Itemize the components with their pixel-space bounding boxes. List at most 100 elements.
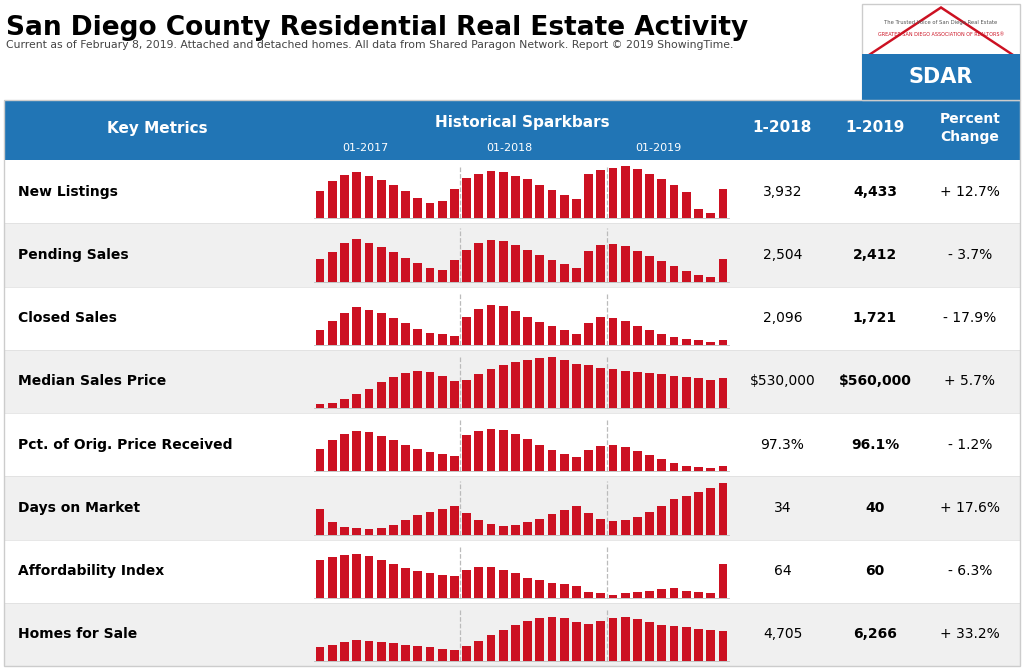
Bar [377, 528, 385, 535]
Bar [608, 445, 617, 471]
Bar [352, 308, 361, 345]
Bar [486, 240, 496, 281]
Bar [340, 434, 349, 471]
Bar [536, 322, 544, 345]
Text: SDAR: SDAR [909, 67, 973, 87]
Bar [572, 622, 581, 661]
Bar [621, 247, 630, 281]
Bar [474, 641, 483, 661]
Bar [499, 306, 508, 345]
Text: + 5.7%: + 5.7% [944, 375, 995, 389]
Bar [707, 277, 715, 281]
Bar [499, 172, 508, 218]
Text: Percent
Change: Percent Change [940, 113, 1000, 143]
Bar [426, 372, 434, 408]
Bar [438, 575, 446, 598]
Bar [682, 271, 690, 281]
Text: + 12.7%: + 12.7% [940, 185, 1000, 198]
Bar [694, 378, 702, 408]
Bar [572, 364, 581, 408]
Text: 3,932: 3,932 [763, 185, 802, 198]
Bar [401, 324, 410, 345]
Bar [621, 617, 630, 661]
Text: GREATER SAN DIEGO ASSOCIATION OF REALTORS®: GREATER SAN DIEGO ASSOCIATION OF REALTOR… [878, 32, 1005, 38]
Bar [4, 160, 1020, 223]
Bar [389, 318, 397, 345]
Text: 40: 40 [865, 501, 885, 515]
Bar [694, 208, 702, 218]
Bar [486, 567, 496, 598]
Text: + 17.6%: + 17.6% [940, 501, 1000, 515]
Bar [328, 252, 337, 281]
Bar [719, 259, 727, 281]
Bar [426, 203, 434, 218]
Bar [352, 528, 361, 535]
Bar [694, 592, 702, 598]
Bar [328, 321, 337, 345]
Bar [608, 594, 617, 598]
Bar [548, 326, 556, 345]
Bar [670, 337, 679, 345]
Bar [560, 330, 568, 345]
Bar [328, 645, 337, 661]
Bar [401, 257, 410, 281]
Bar [365, 641, 374, 661]
Bar [4, 100, 1020, 666]
Bar [438, 649, 446, 661]
Bar [608, 168, 617, 218]
Bar [596, 620, 605, 661]
Bar [682, 496, 690, 535]
Polygon shape [864, 6, 1018, 60]
Bar [536, 580, 544, 598]
Text: 4,705: 4,705 [763, 627, 802, 641]
Bar [670, 463, 679, 471]
Bar [474, 243, 483, 281]
Bar [414, 449, 422, 471]
Bar [340, 527, 349, 535]
Bar [536, 255, 544, 281]
Text: 01-2018: 01-2018 [486, 143, 532, 153]
Bar [414, 515, 422, 535]
Bar [474, 375, 483, 408]
Bar [523, 360, 532, 408]
Bar [340, 555, 349, 598]
Bar [585, 592, 593, 598]
Bar [707, 468, 715, 471]
Bar [438, 334, 446, 345]
Bar [548, 260, 556, 281]
Bar [523, 316, 532, 345]
Text: Affordability Index: Affordability Index [18, 564, 164, 578]
Bar [486, 524, 496, 535]
Bar [352, 394, 361, 408]
Text: Pending Sales: Pending Sales [18, 248, 129, 262]
Bar [4, 223, 1020, 287]
Bar [596, 368, 605, 408]
Bar [511, 176, 520, 218]
Bar [645, 174, 654, 218]
Text: 34: 34 [774, 501, 792, 515]
Bar [4, 287, 1020, 350]
Bar [340, 175, 349, 218]
Bar [621, 447, 630, 471]
Bar [414, 571, 422, 598]
Bar [511, 362, 520, 408]
Text: 1-2018: 1-2018 [753, 121, 812, 135]
Bar [328, 440, 337, 471]
Bar [462, 380, 471, 408]
Text: - 1.2%: - 1.2% [948, 438, 992, 452]
Bar [450, 260, 459, 281]
Bar [426, 333, 434, 345]
Bar [389, 643, 397, 661]
Bar [511, 245, 520, 281]
Bar [450, 189, 459, 218]
Bar [414, 646, 422, 661]
Bar [486, 429, 496, 471]
Bar [511, 525, 520, 535]
Bar [511, 625, 520, 661]
Text: 60: 60 [865, 564, 885, 578]
Bar [657, 334, 667, 345]
Bar [682, 627, 690, 661]
Text: Pct. of Orig. Price Received: Pct. of Orig. Price Received [18, 438, 232, 452]
Bar [585, 251, 593, 281]
Bar [438, 376, 446, 408]
